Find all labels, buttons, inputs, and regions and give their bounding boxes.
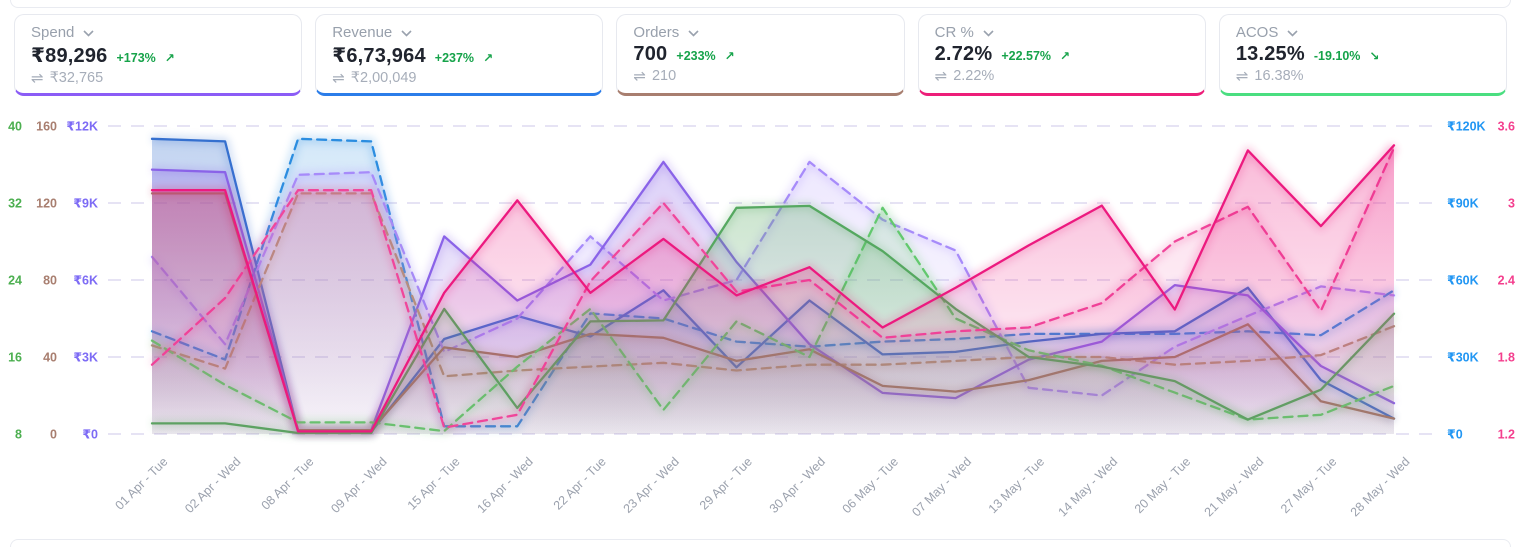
trend-up-icon: ↗ [483,51,494,65]
kpi-delta: +173% [116,51,156,65]
axis-tick-label: ₹0 [82,428,98,442]
x-axis-label: 27 May - Tue [1278,455,1340,517]
axis-tick-label: ₹90K [1447,197,1479,211]
kpi-card-acos: ACOS 13.25% -19.10% ↘ ⇌ 16.38% [1218,14,1508,96]
kpi-compare-value: 16.38% [1254,68,1304,84]
axis-tick-label: 8 [15,428,22,442]
kpi-delta: +22.57% [1001,49,1052,63]
axis-tick-label: 40 [43,351,57,365]
kpi-card-spend: Spend ₹89,296 +173% ↗ ⇌ ₹32,765 [14,14,303,96]
axis-tick-label: 2.4 [1498,274,1515,288]
axis-tick-label: ₹6K [73,274,98,288]
axis-tick-label: 120 [36,197,57,211]
trend-up-icon: ↗ [724,49,735,63]
x-axis-label: 13 May - Tue [986,455,1048,517]
chevron-down-icon [983,24,994,41]
axis-tick-label: 1.2 [1498,428,1515,442]
x-axis-labels: 01 Apr - Tue 02 Apr - Wed 08 Apr - Tue 09 A… [112,455,1412,520]
x-axis-label: 22 Apr - Tue [551,455,609,513]
x-axis-label: 23 Apr - Wed [621,455,682,516]
kpi-value: 2.72% [934,43,993,65]
axis-revenue: ₹120K ₹90K ₹60K ₹30K ₹0 [1447,120,1486,442]
performance-chart: 40 32 24 16 8 160 120 80 40 0 ₹12K ₹9K ₹6K ₹3K ₹0 ₹120K… [0,104,1521,543]
axis-cr: 3.6 3 2.4 1.8 1.2 [1498,120,1515,442]
previous-section-edge [10,0,1511,8]
kpi-delta: -19.10% [1313,49,1361,63]
x-axis-label: 21 May - Wed [1202,455,1267,520]
axis-tick-label: 32 [8,197,22,211]
axis-tick-label: ₹0 [1447,428,1463,442]
series-cr [150,142,1397,436]
kpi-label: ACOS [1235,24,1279,41]
x-axis-label: 09 Apr - Wed [328,455,389,516]
metric-selector-orders[interactable]: Orders [633,24,887,41]
x-axis-label: 02 Apr - Wed [182,455,243,516]
compare-icon: ⇌ [332,69,345,87]
axis-tick-label: ₹12K [66,120,98,134]
chevron-down-icon [1287,24,1298,41]
trend-up-icon: ↗ [164,51,175,65]
x-axis-label: 06 May - Tue [840,455,902,517]
kpi-compare-value: ₹32,765 [49,70,104,86]
axis-tick-label: 3.6 [1498,120,1515,134]
chevron-down-icon [83,24,94,41]
kpi-delta: +233% [676,49,716,63]
chevron-down-icon [401,24,412,41]
axis-tick-label: 80 [43,274,57,288]
chart-canvas[interactable]: 40322416816012080400₹12K₹9K₹6K₹3K₹0₹120K… [0,104,1521,538]
axis-tick-label: ₹120K [1447,120,1486,134]
axis-tick-label: 24 [8,274,22,288]
x-axis-label: 20 May - Tue [1132,455,1194,517]
kpi-label: Orders [633,24,680,41]
x-axis-label: 15 Apr - Tue [405,455,463,513]
axis-spend: ₹12K ₹9K ₹6K ₹3K ₹0 [66,120,98,442]
metric-selector-cr[interactable]: CR % [935,24,1189,41]
x-axis-label: 16 Apr - Wed [474,455,535,516]
kpi-value: 13.25% [1235,43,1305,65]
kpi-compare-value: ₹2,00,049 [350,70,417,86]
axis-tick-label: ₹30K [1447,351,1479,365]
axis-tick-label: 3 [1508,197,1515,211]
axis-tick-label: 16 [8,351,22,365]
axis-tick-label: ₹3K [73,351,98,365]
kpi-label: Spend [31,24,75,41]
trend-down-icon: ↘ [1369,49,1380,63]
x-axis-label: 01 Apr - Tue [112,455,170,513]
kpi-card-revenue: Revenue ₹6,73,964 +237% ↗ ⇌ ₹2,00,049 [315,14,604,96]
axis-tick-label: 40 [8,120,22,134]
x-axis-label: 14 May - Wed [1055,455,1120,520]
axis-acos: 40 32 24 16 8 [8,120,22,442]
x-axis-label: 30 Apr - Wed [767,455,828,516]
compare-icon: ⇌ [934,67,948,85]
kpi-compare-value: 210 [651,68,677,84]
kpi-value: 700 [633,43,668,65]
chevron-down-icon [688,24,699,41]
kpi-label: Revenue [332,24,393,41]
compare-icon: ⇌ [1235,67,1249,85]
kpi-delta: +237% [434,51,475,65]
axis-tick-label: 160 [36,120,57,134]
kpi-value: ₹89,296 [31,45,108,67]
metric-selector-acos[interactable]: ACOS [1236,24,1490,41]
trend-up-icon: ↗ [1060,49,1071,63]
axis-tick-label: 0 [50,428,57,442]
metric-selector-spend[interactable]: Spend [31,24,285,41]
axis-tick-label: 1.8 [1498,351,1515,365]
kpi-value: ₹6,73,964 [332,45,426,67]
x-axis-label: 28 May - Wed [1348,455,1413,520]
kpi-cards-row: Spend ₹89,296 +173% ↗ ⇌ ₹32,765 Revenue … [14,14,1508,96]
compare-icon: ⇌ [31,69,44,87]
axis-tick-label: ₹9K [73,197,98,211]
x-axis-label: 07 May - Wed [909,455,974,520]
x-axis-label: 29 Apr - Tue [697,455,755,513]
axis-orders: 160 120 80 40 0 [36,120,57,442]
kpi-card-cr: CR % 2.72% +22.57% ↗ ⇌ 2.22% [917,14,1206,96]
compare-icon: ⇌ [633,67,646,85]
kpi-card-orders: Orders 700 +233% ↗ ⇌ 210 [616,14,905,96]
x-axis-label: 08 Apr - Tue [259,455,317,513]
kpi-label: CR % [934,24,974,41]
metric-selector-revenue[interactable]: Revenue [332,24,586,41]
kpi-compare-value: 2.22% [953,68,995,84]
axis-tick-label: ₹60K [1447,274,1479,288]
